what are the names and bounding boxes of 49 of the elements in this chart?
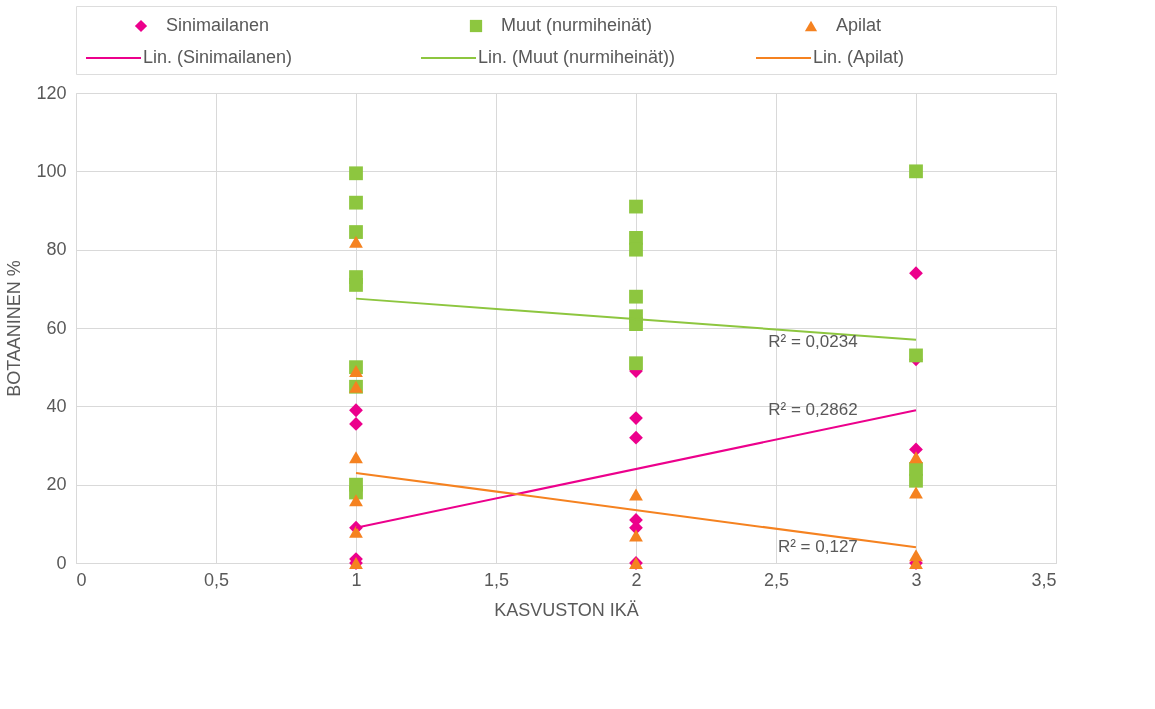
point [909, 473, 923, 488]
point [349, 195, 363, 210]
y-tick-label: 60 [46, 317, 67, 338]
point [629, 430, 643, 445]
point [349, 403, 363, 418]
annotation: R² = 0,2862 [768, 400, 858, 420]
point [349, 365, 363, 378]
annotation: R² = 0,127 [777, 536, 858, 556]
point [349, 525, 363, 538]
point [349, 166, 363, 181]
point [909, 266, 923, 281]
point [909, 348, 923, 363]
x-tick-label: 2,5 [763, 569, 790, 590]
y-tick-label: 80 [46, 239, 67, 260]
x-tick-label: 1,5 [483, 569, 510, 590]
legend-label: Apilat [836, 15, 882, 35]
x-tick-label: 3,5 [1031, 569, 1057, 590]
point [349, 235, 363, 248]
x-tick-label: 1 [351, 569, 362, 590]
legend-label: Lin. (Apilat) [813, 47, 905, 67]
x-axis-title: KASVUSTON IKÄ [494, 599, 639, 620]
point [629, 199, 643, 214]
point [629, 242, 643, 257]
point [349, 451, 363, 464]
point [629, 356, 643, 371]
x-tick-label: 2 [631, 569, 642, 590]
point [909, 486, 923, 499]
x-tick-label: 0 [76, 569, 87, 590]
legend-label: Lin. (Muut (nurmiheinät)) [478, 47, 676, 67]
y-tick-label: 20 [46, 474, 67, 495]
annotation: R² = 0,0234 [768, 332, 858, 352]
y-axis-title: BOTAANINEN % [4, 260, 25, 397]
point [629, 289, 643, 304]
legend-label: Muut (nurmiheinät) [501, 15, 653, 35]
y-tick-label: 100 [36, 160, 67, 181]
point [629, 529, 643, 542]
x-tick-label: 3 [911, 569, 922, 590]
legend-label: Lin. (Sinimailanen) [143, 47, 293, 67]
point [909, 164, 923, 179]
legend-label: Sinimailanen [166, 15, 270, 35]
point [629, 488, 643, 501]
y-tick-label: 120 [36, 82, 67, 103]
point [349, 278, 363, 292]
x-tick-label: 0,5 [203, 569, 230, 590]
y-tick-label: 0 [56, 552, 67, 573]
point [349, 225, 363, 239]
y-tick-label: 40 [46, 395, 67, 416]
point [349, 494, 363, 507]
point [909, 451, 923, 464]
